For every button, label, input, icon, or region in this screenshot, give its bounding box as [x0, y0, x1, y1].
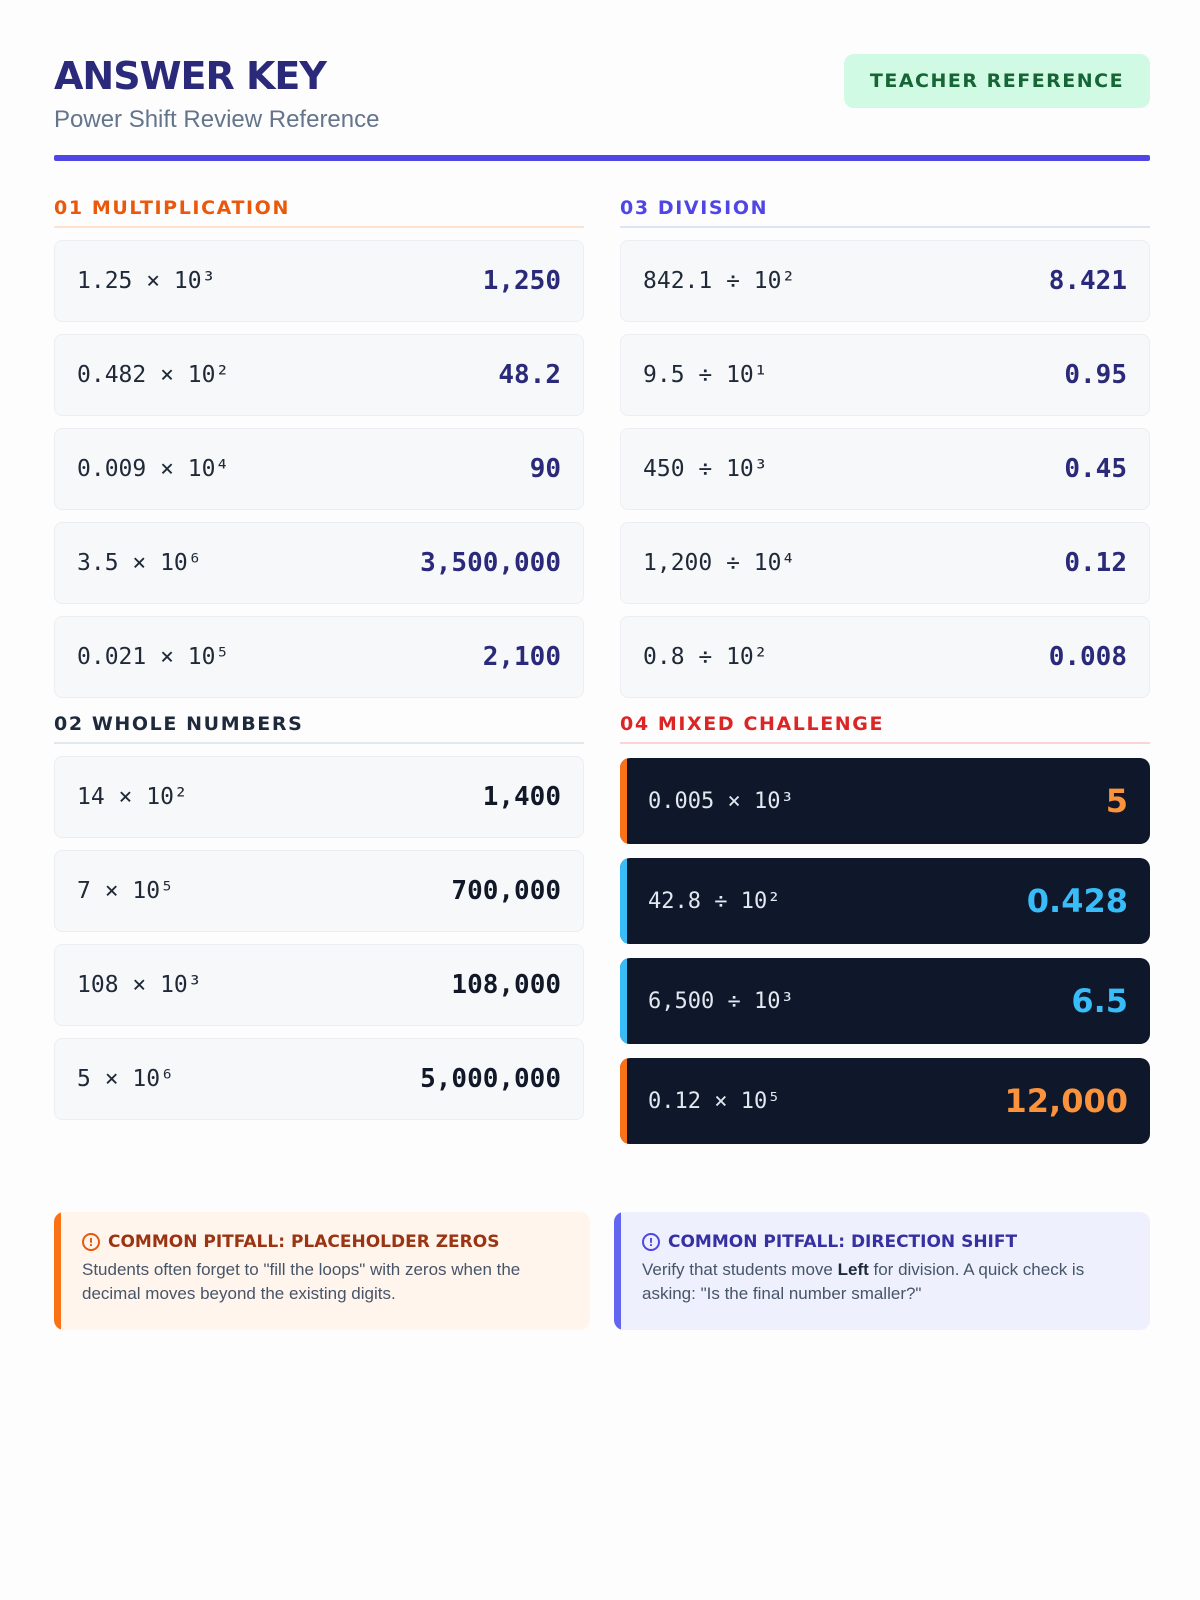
problem-expression: 1.25 × 10³: [77, 268, 216, 294]
callout-body: Verify that students move Left for divis…: [642, 1258, 1128, 1306]
callout-body: Students often forget to "fill the loops…: [82, 1260, 521, 1303]
problem-card: 0.009 × 10⁴ 90: [54, 428, 584, 510]
section-heading: 03 DIVISION: [620, 196, 1150, 228]
callout-body-emphasis: Left: [837, 1260, 869, 1279]
callout-placeholder-zeros: ! COMMON PITFALL: PLACEHOLDER ZEROS Stud…: [54, 1212, 590, 1330]
callout-title: ! COMMON PITFALL: DIRECTION SHIFT: [642, 1232, 1128, 1252]
problem-expression: 0.12 × 10⁵: [648, 1088, 781, 1114]
problem-expression: 0.009 × 10⁴: [77, 456, 230, 482]
problem-card: 108 × 10³ 108,000: [54, 944, 584, 1026]
problem-card: 842.1 ÷ 10² 8.421: [620, 240, 1150, 322]
problem-expression: 14 × 10²: [77, 784, 188, 810]
problem-expression: 842.1 ÷ 10²: [643, 268, 796, 294]
problem-card: 14 × 10² 1,400: [54, 756, 584, 838]
challenge-card: 42.8 ÷ 10² 0.428: [620, 858, 1150, 944]
problem-answer: 1,400: [482, 782, 561, 812]
section-heading: 02 WHOLE NUMBERS: [54, 712, 584, 744]
header-divider: [54, 155, 1150, 161]
alert-circle-icon: !: [642, 1233, 660, 1251]
section-heading: 01 MULTIPLICATION: [54, 196, 584, 228]
problem-card: 450 ÷ 10³ 0.45: [620, 428, 1150, 510]
accent-stripe: [620, 958, 627, 1044]
problem-answer: 700,000: [451, 876, 561, 906]
problem-expression: 3.5 × 10⁶: [77, 550, 202, 576]
callout-accent-bar: [614, 1212, 621, 1330]
problem-card: 0.021 × 10⁵ 2,100: [54, 616, 584, 698]
problem-card: 5 × 10⁶ 5,000,000: [54, 1038, 584, 1120]
problem-expression: 5 × 10⁶: [77, 1066, 174, 1092]
problem-answer: 0.12: [1064, 548, 1127, 578]
problem-answer: 90: [529, 454, 561, 484]
problem-answer: 6.5: [1071, 982, 1128, 1020]
problem-expression: 450 ÷ 10³: [643, 456, 768, 482]
problem-card: 0.482 × 10² 48.2: [54, 334, 584, 416]
problem-answer: 0.428: [1026, 882, 1128, 920]
problem-card: 7 × 10⁵ 700,000: [54, 850, 584, 932]
problem-answer: 1,250: [482, 266, 561, 296]
callout-body-pre: Verify that students move: [642, 1260, 838, 1279]
page-header: ANSWER KEY Power Shift Review Reference …: [54, 52, 1150, 162]
problem-answer: 5,000,000: [420, 1064, 561, 1094]
callout-title-text: COMMON PITFALL: DIRECTION SHIFT: [668, 1232, 1018, 1252]
section-heading: 04 MIXED CHALLENGE: [620, 712, 1150, 744]
problem-expression: 1,200 ÷ 10⁴: [643, 550, 796, 576]
problem-answer: 3,500,000: [420, 548, 561, 578]
callout-title-text: COMMON PITFALL: PLACEHOLDER ZEROS: [108, 1232, 500, 1252]
challenge-card: 0.005 × 10³ 5: [620, 758, 1150, 844]
problem-answer: 0.95: [1064, 360, 1127, 390]
problem-expression: 0.005 × 10³: [648, 788, 794, 814]
problem-card: 0.8 ÷ 10² 0.008: [620, 616, 1150, 698]
problem-answer: 5: [1105, 782, 1128, 820]
problem-expression: 0.482 × 10²: [77, 362, 230, 388]
problem-card: 1.25 × 10³ 1,250: [54, 240, 584, 322]
page-title: ANSWER KEY: [54, 54, 327, 98]
teacher-reference-badge: TEACHER REFERENCE: [844, 54, 1150, 108]
section-whole-numbers: 02 WHOLE NUMBERS 14 × 10² 1,400 7 × 10⁵ …: [54, 712, 584, 1120]
problem-expression: 42.8 ÷ 10²: [648, 888, 781, 914]
problem-card: 1,200 ÷ 10⁴ 0.12: [620, 522, 1150, 604]
problem-answer: 0.45: [1064, 454, 1127, 484]
problem-answer: 108,000: [451, 970, 561, 1000]
challenge-card: 6,500 ÷ 10³ 6.5: [620, 958, 1150, 1044]
callout-accent-bar: [54, 1212, 61, 1330]
accent-stripe: [620, 858, 627, 944]
section-mixed-challenge: 04 MIXED CHALLENGE 0.005 × 10³ 5 42.8 ÷ …: [620, 712, 1150, 1144]
problem-expression: 9.5 ÷ 10¹: [643, 362, 768, 388]
problem-expression: 0.021 × 10⁵: [77, 644, 230, 670]
callout-direction-shift: ! COMMON PITFALL: DIRECTION SHIFT Verify…: [614, 1212, 1150, 1330]
problem-expression: 6,500 ÷ 10³: [648, 988, 794, 1014]
section-multiplication: 01 MULTIPLICATION 1.25 × 10³ 1,250 0.482…: [54, 196, 584, 698]
callout-body-post: for division. A quick check is asking: "…: [642, 1260, 1085, 1303]
callout-title: ! COMMON PITFALL: PLACEHOLDER ZEROS: [82, 1232, 568, 1252]
problem-expression: 7 × 10⁵: [77, 878, 174, 904]
problem-card: 3.5 × 10⁶ 3,500,000: [54, 522, 584, 604]
problem-card: 9.5 ÷ 10¹ 0.95: [620, 334, 1150, 416]
problem-expression: 108 × 10³: [77, 972, 202, 998]
alert-circle-icon: !: [82, 1233, 100, 1251]
problem-answer: 2,100: [482, 642, 561, 672]
challenge-card: 0.12 × 10⁵ 12,000: [620, 1058, 1150, 1144]
problem-answer: 8.421: [1048, 266, 1127, 296]
problem-answer: 0.008: [1048, 642, 1127, 672]
section-division: 03 DIVISION 842.1 ÷ 10² 8.421 9.5 ÷ 10¹ …: [620, 196, 1150, 698]
accent-stripe: [620, 1058, 627, 1144]
problem-expression: 0.8 ÷ 10²: [643, 644, 768, 670]
page-subtitle: Power Shift Review Reference: [54, 106, 380, 133]
problem-answer: 12,000: [1004, 1082, 1128, 1120]
accent-stripe: [620, 758, 627, 844]
problem-answer: 48.2: [498, 360, 561, 390]
